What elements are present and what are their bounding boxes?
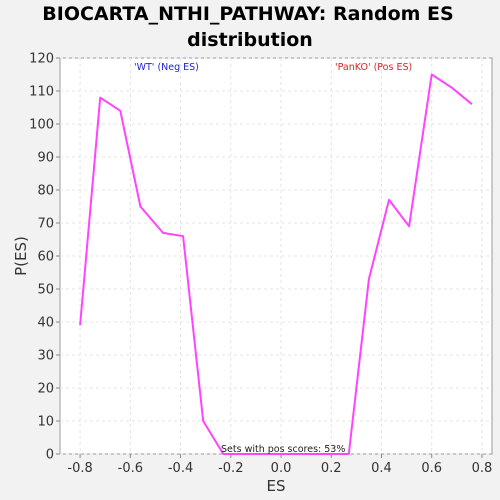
x-axis-ticks: -0.8 -0.6 -0.4 -0.2 0.0 0.2 0.4 0.6 0.8	[67, 454, 492, 476]
y-tick-label: 30	[37, 349, 54, 364]
x-tick-label: 0.0	[271, 461, 292, 476]
x-tick-label: 0.4	[371, 461, 392, 476]
y-tick-label: 0	[46, 448, 54, 463]
y-tick-label: 50	[37, 283, 54, 298]
x-tick-label: -0.2	[218, 461, 243, 476]
y-tick-label: 90	[37, 151, 54, 166]
y-tick-label: 70	[37, 217, 54, 232]
x-tick-label: -0.6	[118, 461, 143, 476]
pos-scores-note: Sets with pos scores: 53%	[221, 444, 345, 455]
y-tick-label: 120	[29, 52, 54, 67]
y-tick-label: 40	[37, 316, 54, 331]
y-axis-label: P(ES)	[12, 236, 30, 276]
y-tick-label: 110	[29, 85, 54, 100]
x-tick-label: 0.2	[321, 461, 342, 476]
chart-title-line-1: BIOCARTA_NTHI_PATHWAY: Random ES	[42, 3, 453, 25]
x-axis-label: ES	[267, 477, 286, 495]
y-axis-ticks: 0 10 20 30 40 50 60 70 80 90 100 110 120	[29, 52, 60, 463]
y-tick-label: 20	[37, 382, 54, 397]
chart-title-line-2: distribution	[187, 29, 313, 51]
x-tick-label: -0.8	[67, 461, 92, 476]
series-layer	[79, 73, 473, 455]
x-tick-label: -0.4	[168, 461, 193, 476]
x-tick-label: 0.6	[421, 461, 442, 476]
y-tick-label: 80	[37, 184, 54, 199]
pos-es-annotation: 'PanKO' (Pos ES)	[335, 62, 412, 73]
es-distribution-line	[79, 73, 473, 455]
y-tick-label: 100	[29, 118, 54, 133]
y-tick-label: 10	[37, 415, 54, 430]
y-tick-label: 60	[37, 250, 54, 265]
x-tick-label: 0.8	[472, 461, 493, 476]
neg-es-annotation: 'WT' (Neg ES)	[134, 62, 199, 73]
